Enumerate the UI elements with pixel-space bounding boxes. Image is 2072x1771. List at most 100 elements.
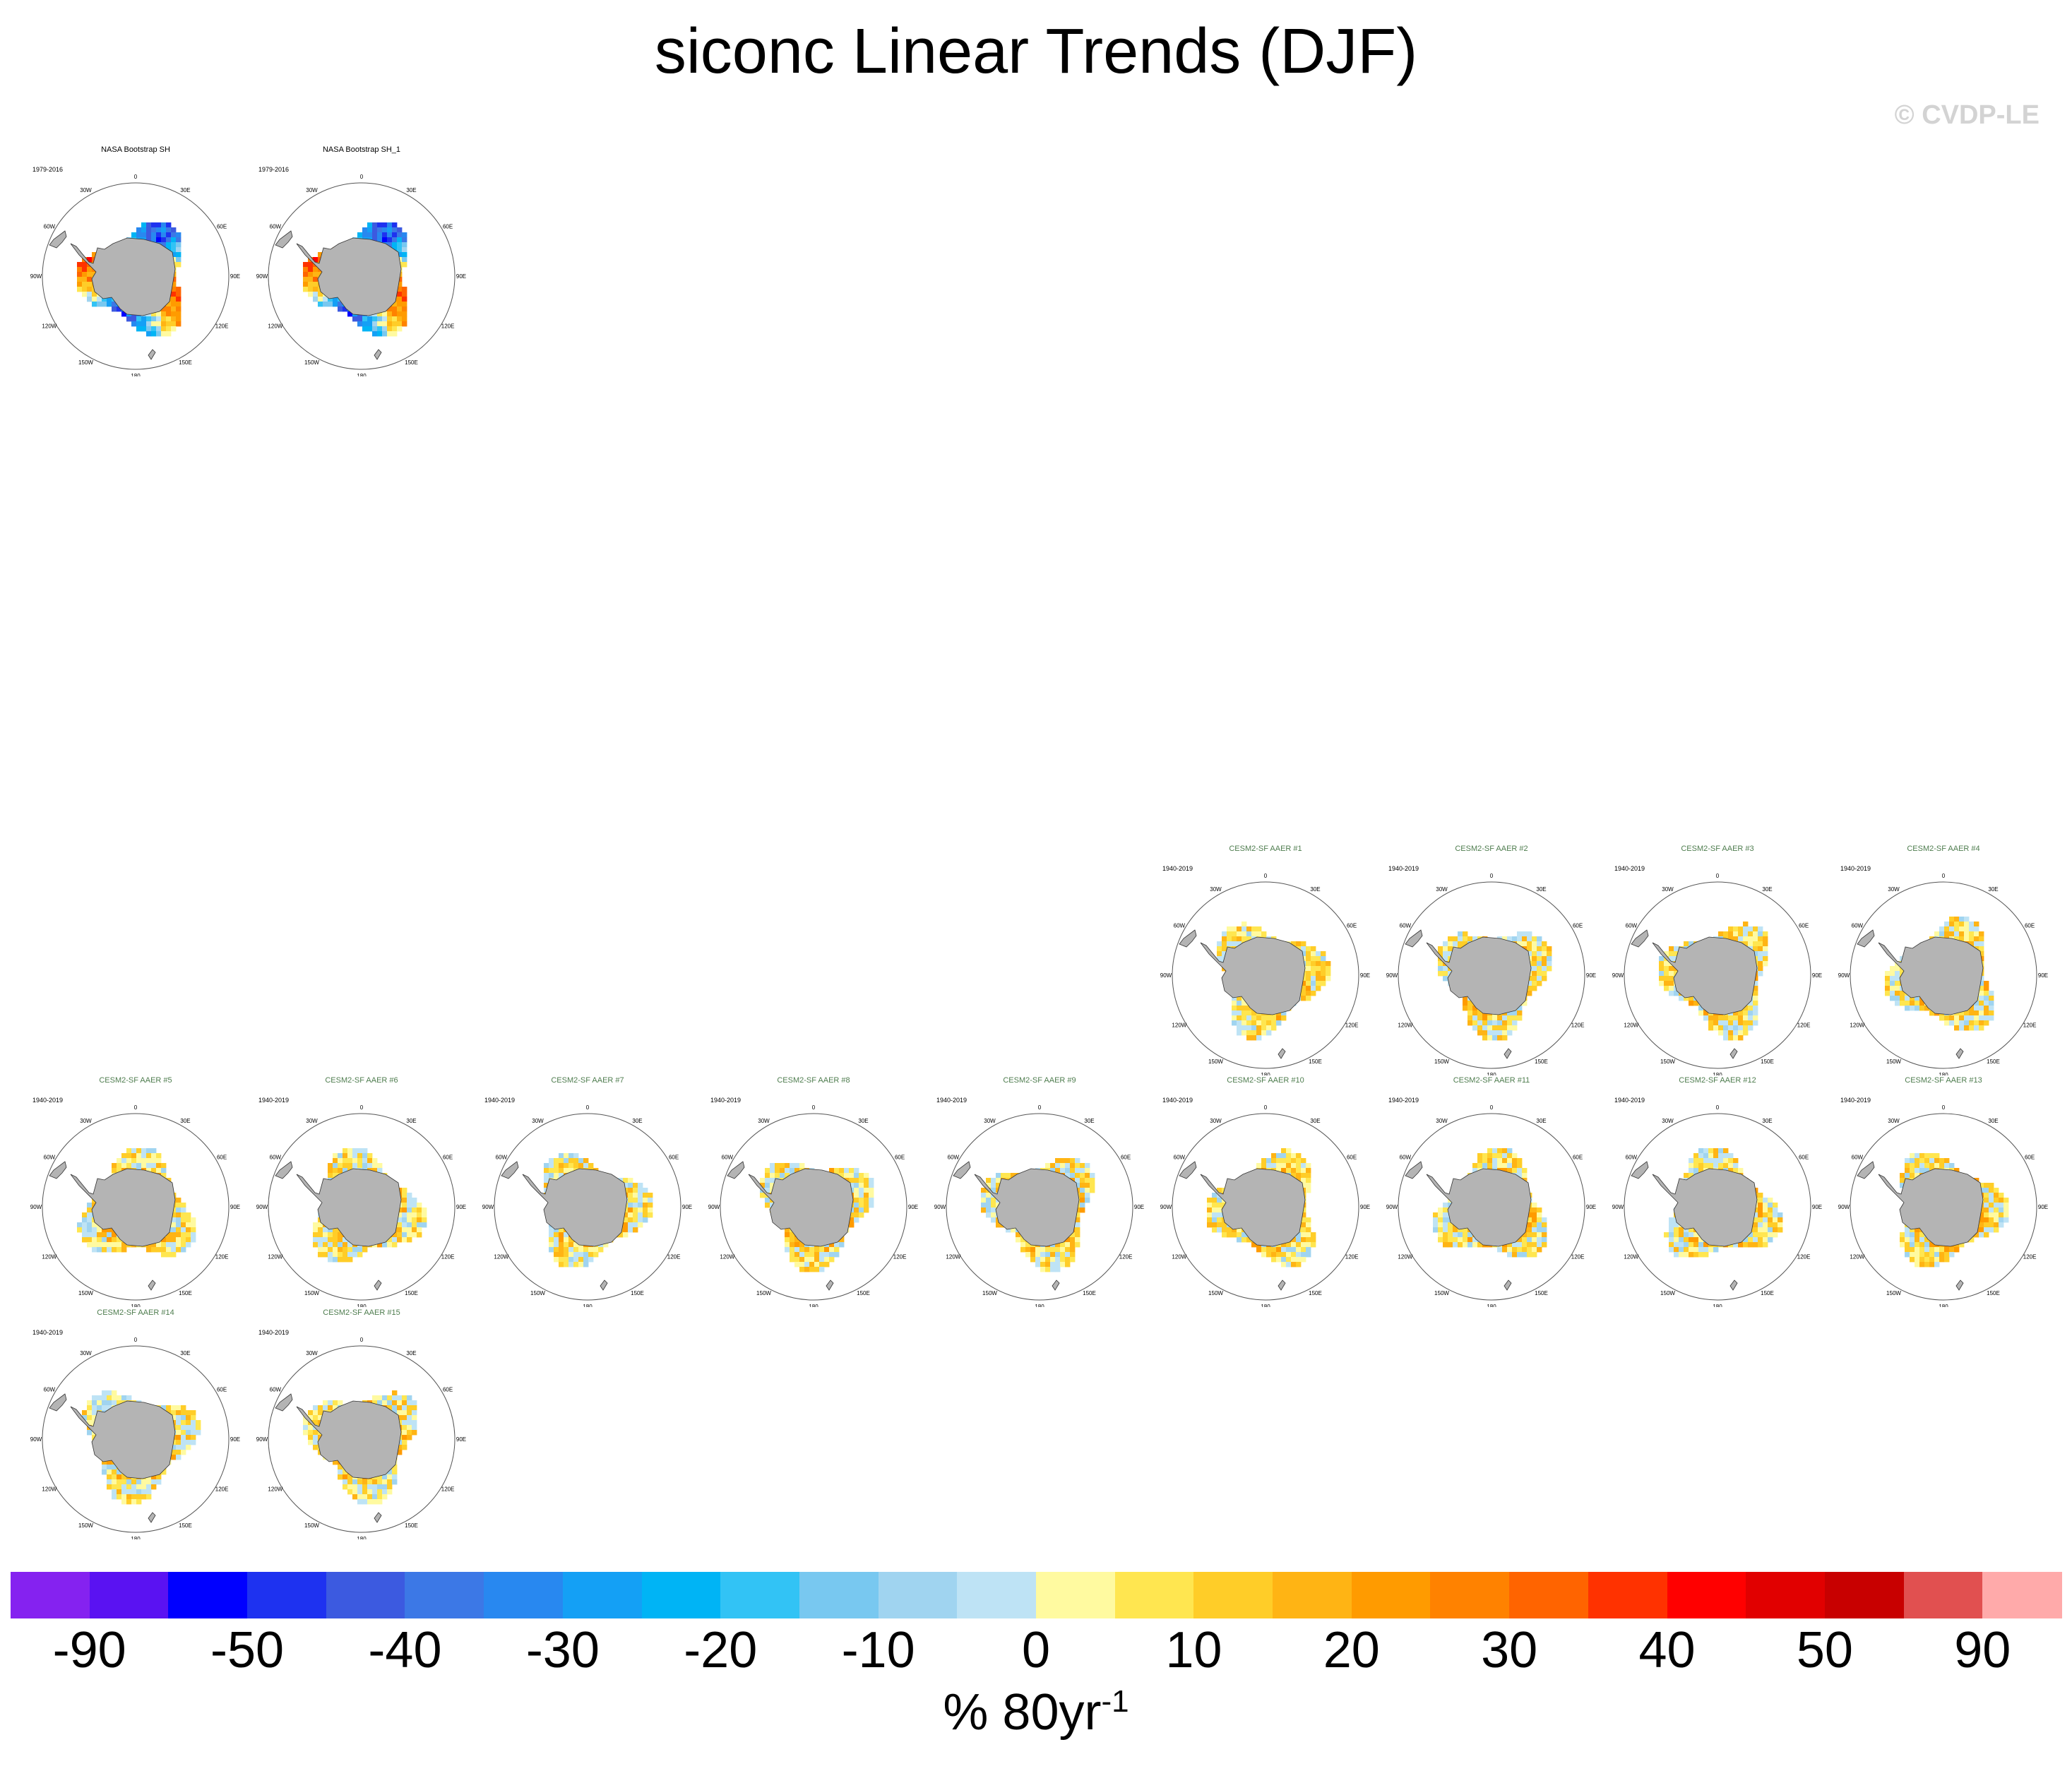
trend-cell [859,1173,864,1179]
trend-cell [377,316,383,322]
trend-cell [1959,1020,1965,1026]
panel-title: CESM2-SF AAER #8 [777,1076,850,1085]
trend-cell [82,282,88,287]
trend-cell [387,1237,393,1243]
trend-cell [1939,1163,1945,1169]
trend-cell [1999,1217,2004,1223]
trend-cell [1758,951,1763,957]
trend-cell [1979,986,1984,991]
new-zealand-landmass [600,1280,608,1291]
trend-cell [176,262,181,268]
new-zealand-landmass [1955,1280,1964,1291]
trend-cell [1689,1163,1694,1169]
trend-cell [136,1163,142,1169]
longitude-label: 120W [42,323,56,330]
trend-cell [1522,1168,1528,1174]
trend-cell [1733,1168,1739,1174]
trend-cell [328,1227,333,1233]
trend-cell [417,1203,422,1208]
trend-cell [318,1252,323,1258]
trend-cell [1080,1183,1085,1188]
trend-cell [1246,1025,1252,1031]
trend-cell [564,1168,569,1174]
trend-cell [1999,1222,2004,1228]
trend-cell [1979,1020,1984,1026]
trend-cell [1713,1025,1719,1031]
trend-cell [1246,936,1252,942]
trend-cell [1448,941,1453,947]
panel-period: 1940-2019 [1162,1097,1193,1104]
trend-cell [1472,1010,1478,1016]
trend-cell [1306,976,1311,982]
trend-cell [1915,1232,1920,1238]
trend-cell [1689,1158,1694,1164]
trend-cell [151,1148,157,1154]
trend-cell [1895,986,1900,991]
trend-cell [765,1178,770,1183]
colorbar-segment [562,1572,643,1618]
longitude-label: 30W [80,1118,92,1124]
trend-cell [1527,936,1532,942]
trend-cell [176,292,181,297]
trend-cell [372,232,378,238]
trend-cell [328,1168,333,1174]
longitude-label: 150E [1309,1059,1322,1065]
trend-cell [1669,951,1674,957]
trend-cell [1227,936,1232,942]
trend-cell [834,1168,840,1174]
trend-cell [1713,1247,1719,1253]
trend-cell [1738,1242,1744,1248]
trend-cell [1232,1227,1237,1233]
longitude-label: 30E [1536,886,1546,893]
trend-cell [372,222,378,228]
trend-cell [323,297,328,302]
trend-cell [387,237,393,243]
trend-cell [166,302,172,307]
trend-cell [343,1479,348,1485]
trend-cell [372,1484,378,1490]
trend-cell [1542,1242,1547,1248]
trend-cell [824,1257,830,1263]
trend-cell [1217,1227,1222,1233]
trend-cell [1301,1237,1306,1243]
trend-cell [1011,1173,1016,1179]
longitude-label: 120W [1398,1254,1412,1260]
trend-cell [181,1405,186,1411]
trend-cell [1979,1232,1984,1238]
trend-cell [583,1163,589,1169]
trend-cell [628,1198,633,1203]
trend-cell [1768,1227,1773,1233]
trend-cell [181,1445,186,1450]
trend-cell [171,1242,177,1248]
trend-cell [1959,926,1965,932]
trend-cell [1286,1257,1292,1263]
longitude-label: 60E [443,224,453,230]
longitude-label: 60W [44,224,56,230]
panel-title: CESM2-SF AAER #5 [99,1076,172,1085]
trend-cell [1217,941,1222,947]
trend-cell [392,242,398,248]
trend-cell [1999,1198,2004,1203]
trend-cell [377,1395,383,1401]
trend-cell [1301,1217,1306,1223]
trend-cell [1989,1188,1994,1193]
trend-cell [1517,931,1523,937]
trend-cell [1743,931,1749,937]
trend-cell [1679,1237,1684,1243]
trend-cell [107,1227,112,1233]
trend-cell [1296,1242,1302,1248]
trend-cell [819,1267,825,1272]
trend-cell [794,1163,800,1169]
longitude-label: 150E [1535,1059,1548,1065]
trend-cell [1075,1222,1080,1228]
longitude-label: 180 [357,1304,367,1307]
trend-cell [367,1489,373,1495]
longitude-label: 180 [809,1304,818,1307]
trend-cell [1905,1237,1910,1243]
trend-cell [1537,941,1542,947]
trend-cell [387,242,393,248]
trend-cell [1934,931,1940,937]
trend-cell [559,1262,564,1268]
trend-cell [1316,981,1321,986]
